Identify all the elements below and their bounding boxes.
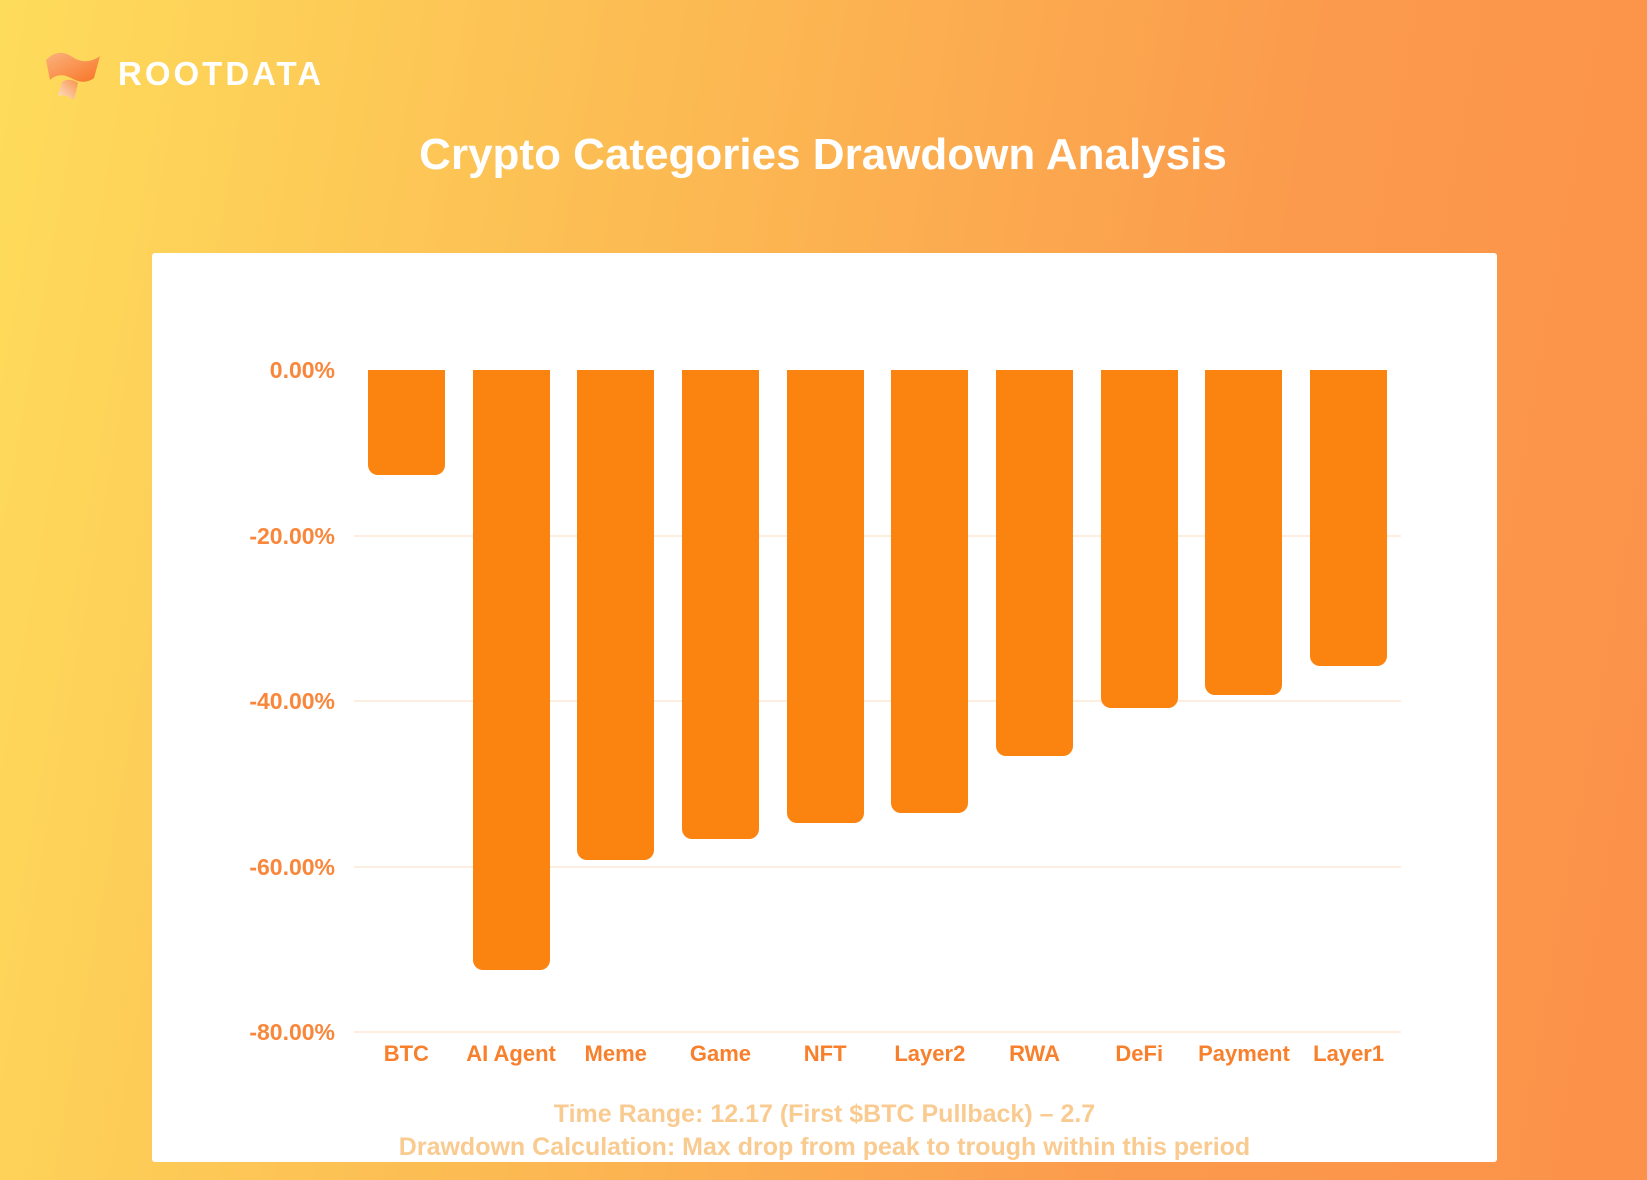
y-axis-tick-label: -40.00% bbox=[249, 688, 335, 714]
calculation-note: Drawdown Calculation: Max drop from peak… bbox=[398, 1133, 1251, 1161]
gridline-40 bbox=[354, 700, 1401, 702]
bar-meme[interactable] bbox=[577, 370, 655, 860]
bar-game[interactable] bbox=[681, 370, 759, 840]
x-axis-label-layer1: Layer1 bbox=[1313, 1041, 1385, 1066]
chart-card: 0.00% -20.00% -40.00% -60.00% -80.00% BTC AI A… bbox=[152, 253, 1497, 1162]
x-axis-label-layer2: Layer2 bbox=[894, 1041, 966, 1066]
bar-btc[interactable] bbox=[367, 370, 445, 476]
page-title: Crypto Categories Drawdown Analysis bbox=[419, 130, 1227, 179]
bar-payment[interactable] bbox=[1205, 370, 1283, 696]
x-axis-label-btc: BTC bbox=[383, 1041, 429, 1066]
bar-nft[interactable] bbox=[786, 370, 864, 823]
bar-layer2[interactable] bbox=[891, 370, 969, 813]
bar-layer1[interactable] bbox=[1310, 370, 1388, 667]
x-axis-label-ai-agent: AI Agent bbox=[466, 1041, 556, 1066]
gridline-80 bbox=[354, 1031, 1401, 1033]
rootdata-logo-icon bbox=[38, 44, 108, 104]
y-axis-tick-label: -60.00% bbox=[249, 853, 335, 880]
gridline-60 bbox=[354, 865, 1401, 868]
y-axis-tick-label: 0.00% bbox=[269, 357, 335, 383]
x-axis-label-defi: DeFi bbox=[1115, 1041, 1164, 1066]
y-axis-tick-label: -20.00% bbox=[249, 522, 335, 549]
bar-defi[interactable] bbox=[1100, 370, 1178, 708]
gridline-20 bbox=[354, 534, 1401, 537]
y-axis-tick-label: -80.00% bbox=[249, 1019, 335, 1045]
drawdown-bar-chart: 0.00% -20.00% -40.00% -60.00% -80.00% BTC AI A… bbox=[152, 253, 1497, 1162]
x-axis-label-payment: Payment bbox=[1198, 1041, 1290, 1066]
x-axis-label-meme: Meme bbox=[584, 1041, 647, 1066]
time-range-note: Time Range: 12.17 (First $BTC Pullback) … bbox=[553, 1100, 1096, 1128]
chart-footnotes: Time Range: 12.17 (First $BTC Pullback) … bbox=[152, 1098, 1497, 1162]
x-axis-label-rwa: RWA bbox=[1009, 1041, 1060, 1066]
rootdata-logo[interactable]: ROOTDATA bbox=[38, 44, 324, 104]
x-axis-label-game: Game bbox=[689, 1041, 752, 1066]
x-axis-label-nft: NFT bbox=[803, 1041, 847, 1066]
bar-ai-agent[interactable] bbox=[472, 370, 550, 970]
bar-rwa[interactable] bbox=[996, 370, 1074, 756]
rootdata-logo-text: ROOTDATA bbox=[118, 55, 325, 92]
